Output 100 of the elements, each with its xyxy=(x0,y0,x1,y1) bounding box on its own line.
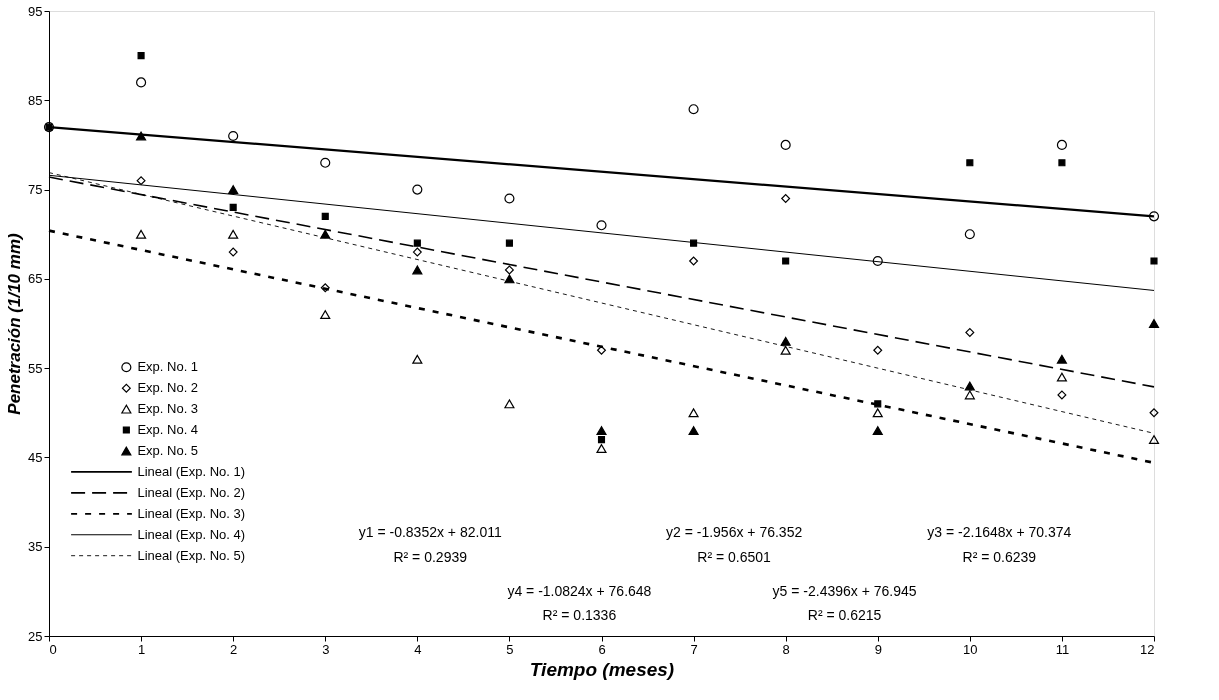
y-tick-label: 75 xyxy=(28,182,43,198)
x-tick-label: 10 xyxy=(963,641,978,657)
point xyxy=(412,354,423,364)
annotation: y3 = -2.1648x + 70.374 xyxy=(927,523,1072,540)
y-tick-label: 85 xyxy=(28,92,43,108)
legend-label: Exp. No. 3 xyxy=(137,401,199,417)
annotation: y2 = -1.956x + 76.352 xyxy=(665,523,803,540)
annotation: R² = 0.6215 xyxy=(807,607,882,623)
point xyxy=(780,139,791,150)
point xyxy=(320,310,331,320)
point xyxy=(964,390,975,400)
point xyxy=(412,247,422,257)
point xyxy=(688,408,699,418)
point xyxy=(136,229,147,239)
point xyxy=(688,104,699,115)
point xyxy=(964,381,975,391)
point xyxy=(504,265,514,275)
y-tick-label: 35 xyxy=(28,539,43,555)
point xyxy=(413,239,421,247)
point xyxy=(1148,211,1160,222)
annotation: y5 = -2.4396x + 76.945 xyxy=(772,583,917,600)
point xyxy=(1149,408,1159,418)
point xyxy=(1148,319,1160,328)
point xyxy=(873,345,883,355)
point xyxy=(136,131,147,141)
y-tick-label: 65 xyxy=(28,271,43,287)
point xyxy=(1056,354,1067,364)
point xyxy=(229,203,237,211)
point xyxy=(504,193,515,204)
point xyxy=(1056,139,1067,150)
point xyxy=(228,247,238,257)
annotation: y1 = -0.8352x + 82.011 xyxy=(358,523,502,540)
point xyxy=(1056,372,1067,382)
x-tick-label: 12 xyxy=(1140,641,1155,657)
point xyxy=(597,345,606,355)
legend-label: Exp. No. 4 xyxy=(137,422,199,438)
point xyxy=(780,345,791,355)
point xyxy=(1148,435,1160,445)
point xyxy=(136,176,146,186)
annotation: R² = 0.2939 xyxy=(393,548,468,565)
x-tick-label: 4 xyxy=(414,641,422,657)
point xyxy=(505,239,513,247)
point xyxy=(596,444,607,453)
y-tick-label: 45 xyxy=(28,449,43,465)
x-tick-label: 9 xyxy=(874,641,882,657)
point xyxy=(690,239,698,247)
point xyxy=(228,130,239,142)
x-tick-label: 0 xyxy=(49,641,57,657)
annotation: y4 = -1.0824x + 76.648 xyxy=(507,583,652,600)
y-tick-label: 25 xyxy=(28,628,43,644)
point xyxy=(596,426,607,436)
point xyxy=(137,52,145,60)
point xyxy=(136,77,147,88)
annotation: R² = 0.1336 xyxy=(542,607,617,623)
point xyxy=(1057,390,1067,400)
x-axis-title: Tiempo (meses) xyxy=(529,658,675,680)
point xyxy=(782,257,790,265)
x-tick-label: 3 xyxy=(322,641,330,657)
point xyxy=(780,336,791,346)
point xyxy=(320,157,331,168)
point xyxy=(597,436,606,444)
point xyxy=(872,255,883,267)
point xyxy=(964,229,975,240)
point xyxy=(320,229,331,239)
annotation: R² = 0.6239 xyxy=(962,548,1037,565)
x-tick-label: 7 xyxy=(690,641,698,657)
point xyxy=(228,185,239,195)
point xyxy=(966,159,974,167)
x-tick-label: 2 xyxy=(230,641,238,657)
point xyxy=(781,194,791,203)
point xyxy=(872,426,883,436)
legend-label: Exp. No. 2 xyxy=(137,380,199,396)
point xyxy=(965,327,975,337)
point xyxy=(321,212,329,220)
point xyxy=(689,256,699,266)
point xyxy=(228,229,239,239)
legend-label: Lineal (Exp. No. 5) xyxy=(137,547,246,563)
legend-label: Exp. No. 1 xyxy=(137,359,199,375)
x-tick-label: 1 xyxy=(137,641,146,657)
annotation: R² = 0.6501 xyxy=(697,548,772,565)
x-tick-label: 6 xyxy=(598,641,606,657)
y-tick-label: 95 xyxy=(28,3,43,19)
point xyxy=(320,283,330,293)
legend-label: Lineal (Exp. No. 3) xyxy=(137,505,246,521)
point xyxy=(412,265,423,275)
point xyxy=(874,400,882,408)
point xyxy=(596,220,607,231)
y-tick-label: 55 xyxy=(28,360,43,376)
point xyxy=(688,426,699,436)
y-axis-title: Penetración (1/10 mm) xyxy=(5,232,25,415)
legend-label: Exp. No. 5 xyxy=(137,443,199,458)
legend-label: Lineal (Exp. No. 4) xyxy=(137,526,246,542)
legend-label: Lineal (Exp. No. 2) xyxy=(137,484,246,500)
x-tick-label: 5 xyxy=(506,641,514,657)
x-tick-label: 11 xyxy=(1055,641,1070,657)
legend-label: Lineal (Exp. No. 1) xyxy=(137,463,246,479)
point xyxy=(872,408,883,418)
point xyxy=(504,274,515,284)
point xyxy=(504,399,515,409)
x-tick-label: 8 xyxy=(782,641,790,657)
